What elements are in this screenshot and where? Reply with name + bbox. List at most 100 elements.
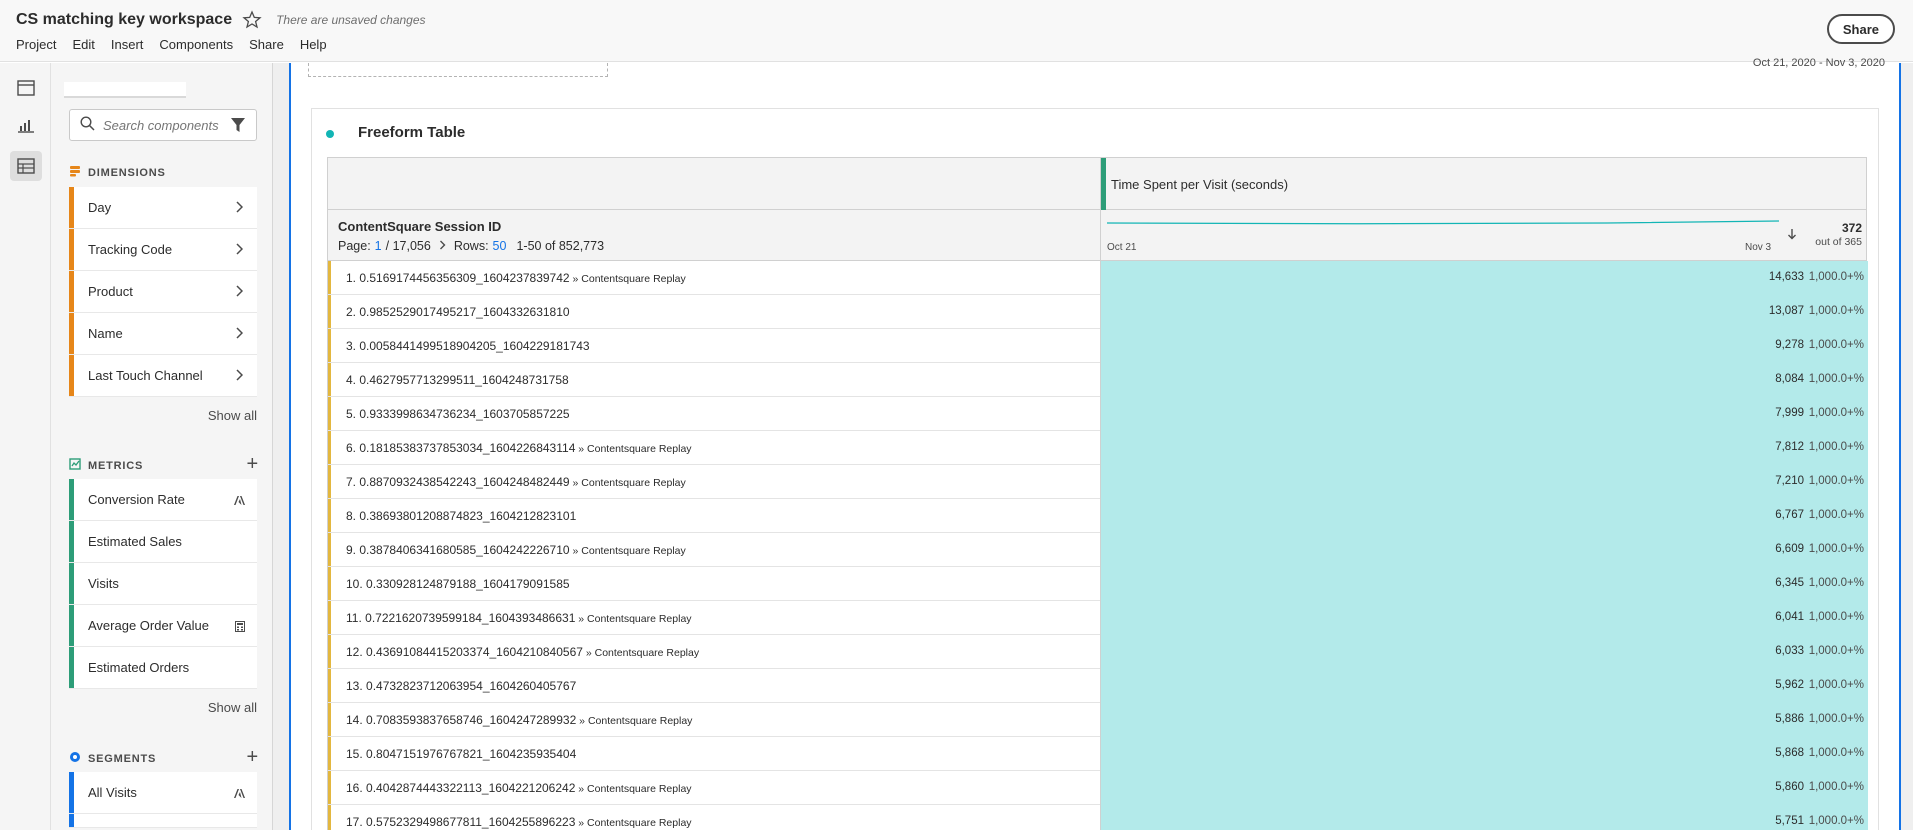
- dimension-cell[interactable]: 3. 0.0058441499518904205_1604229181743: [346, 339, 590, 353]
- sort-descending-icon[interactable]: [1787, 228, 1797, 243]
- dimension-cell[interactable]: 10. 0.330928124879188_1604179091585: [346, 577, 570, 591]
- table-row[interactable]: 1. 0.5169174456356309_1604237839742 » Co…: [328, 261, 1868, 295]
- table-row[interactable]: 9. 0.3878406341680585_1604242226710 » Co…: [328, 533, 1868, 567]
- dimension-cell[interactable]: 2. 0.9852529017495217_1604332631810: [346, 305, 570, 319]
- segment-item[interactable]: All Visits: [69, 772, 257, 814]
- dimension-item[interactable]: Day: [69, 187, 257, 229]
- date-range[interactable]: Oct 21, 2020 - Nov 3, 2020: [1752, 57, 1885, 69]
- table-row[interactable]: 15. 0.8047151976767821_1604235935404 5,86…: [328, 737, 1868, 771]
- table-row[interactable]: 16. 0.4042874443322113_1604221206242 » C…: [328, 771, 1868, 805]
- dimension-column-title[interactable]: ContentSquare Session ID: [338, 219, 502, 234]
- dimension-item[interactable]: Tracking Code: [69, 229, 257, 271]
- add-segment-icon[interactable]: +: [246, 746, 259, 768]
- dimensions-show-all[interactable]: Show all: [207, 408, 257, 423]
- add-metric-icon[interactable]: +: [246, 453, 259, 475]
- dimension-cell[interactable]: 9. 0.3878406341680585_1604242226710 » Co…: [346, 543, 686, 557]
- menu-help[interactable]: Help: [299, 37, 327, 52]
- metric-cell[interactable]: 5,886 1,000.0+%: [1100, 703, 1868, 737]
- panels-icon[interactable]: [10, 73, 42, 103]
- chevron-right-icon[interactable]: [235, 201, 244, 216]
- dimension-item[interactable]: Last Touch Channel: [69, 355, 257, 397]
- table-row[interactable]: 2. 0.9852529017495217_1604332631810 13,08…: [328, 295, 1868, 329]
- metric-cell[interactable]: 6,345 1,000.0+%: [1100, 567, 1868, 601]
- search-input[interactable]: [103, 117, 233, 133]
- share-button[interactable]: Share: [1826, 14, 1895, 44]
- rows-per-page-select[interactable]: 50: [492, 239, 507, 253]
- metric-column-header[interactable]: Time Spent per Visit (seconds): [1100, 158, 1868, 210]
- metric-item[interactable]: Estimated Orders: [69, 647, 257, 689]
- dimension-cell[interactable]: 16. 0.4042874443322113_1604221206242 » C…: [346, 781, 692, 795]
- menu-project[interactable]: Project: [16, 37, 57, 52]
- dimension-cell[interactable]: 15. 0.8047151976767821_1604235935404: [346, 747, 576, 761]
- metric-cell[interactable]: 6,609 1,000.0+%: [1100, 533, 1868, 567]
- chevron-right-icon[interactable]: [235, 285, 244, 300]
- metric-cell[interactable]: 5,751 1,000.0+%: [1100, 805, 1868, 830]
- metric-cell[interactable]: 5,962 1,000.0+%: [1100, 669, 1868, 703]
- dimension-cell[interactable]: 13. 0.4732823712063954_1604260405767: [346, 679, 576, 693]
- table-row[interactable]: 12. 0.43691084415203374_1604210840567 » …: [328, 635, 1868, 669]
- menu-components[interactable]: Components: [159, 37, 234, 52]
- table-row[interactable]: 11. 0.7221620739599184_1604393486631 » C…: [328, 601, 1868, 635]
- table-row[interactable]: 14. 0.7083593837658746_1604247289932 » C…: [328, 703, 1868, 737]
- chevron-right-icon[interactable]: [235, 243, 244, 258]
- metric-cell[interactable]: 13,087 1,000.0+%: [1100, 295, 1868, 329]
- metric-cell[interactable]: 6,041 1,000.0+%: [1100, 601, 1868, 635]
- dimension-item[interactable]: Product: [69, 271, 257, 313]
- dimension-cell[interactable]: 11. 0.7221620739599184_1604393486631 » C…: [346, 611, 692, 625]
- metric-cell[interactable]: 7,210 1,000.0+%: [1100, 465, 1868, 499]
- project-title[interactable]: CS matching key workspace: [16, 11, 233, 28]
- segment-item[interactable]: [69, 814, 257, 828]
- metric-item[interactable]: Average Order Value: [69, 605, 257, 647]
- dimension-cell[interactable]: 6. 0.18185383737853034_1604226843114 » C…: [346, 441, 692, 455]
- metric-cell[interactable]: 9,278 1,000.0+%: [1100, 329, 1868, 363]
- metric-cell[interactable]: 7,812 1,000.0+%: [1100, 431, 1868, 465]
- components-icon[interactable]: [10, 151, 42, 181]
- freeform-table-title[interactable]: Freeform Table: [358, 124, 466, 141]
- menu-edit[interactable]: Edit: [72, 37, 95, 52]
- table-row[interactable]: 4. 0.4627957713299511_1604248731758 8,084…: [328, 363, 1868, 397]
- metric-cell[interactable]: 5,868 1,000.0+%: [1100, 737, 1868, 771]
- metric-cell[interactable]: 7,999 1,000.0+%: [1100, 397, 1868, 431]
- dimension-cell[interactable]: 4. 0.4627957713299511_1604248731758: [346, 373, 569, 387]
- filter-icon[interactable]: [230, 117, 246, 136]
- table-row[interactable]: 5. 0.9333998634736234_1603705857225 7,999…: [328, 397, 1868, 431]
- dimension-cell[interactable]: 14. 0.7083593837658746_1604247289932 » C…: [346, 713, 692, 727]
- table-row[interactable]: 3. 0.0058441499518904205_1604229181743 9,…: [328, 329, 1868, 363]
- panel-tab[interactable]: [64, 82, 186, 98]
- dimension-cell[interactable]: 8. 0.38693801208874823_1604212823101: [346, 509, 576, 523]
- metric-cell[interactable]: 14,633 1,000.0+%: [1100, 261, 1868, 295]
- table-row[interactable]: 7. 0.8870932438542243_1604248482449 » Co…: [328, 465, 1868, 499]
- panel-status-dot[interactable]: [326, 130, 334, 138]
- metric-cell[interactable]: 8,084 1,000.0+%: [1100, 363, 1868, 397]
- dimension-item[interactable]: Name: [69, 313, 257, 355]
- star-icon[interactable]: [242, 10, 262, 30]
- segment-color-bar: [69, 772, 74, 813]
- table-row[interactable]: 17. 0.5752329498677811_1604255896223 » C…: [328, 805, 1868, 830]
- dimension-cell[interactable]: 5. 0.9333998634736234_1603705857225: [346, 407, 570, 421]
- menu-share[interactable]: Share: [249, 37, 284, 52]
- menu-insert[interactable]: Insert: [110, 37, 144, 52]
- page-number-input[interactable]: 1: [374, 239, 382, 253]
- table-row[interactable]: 13. 0.4732823712063954_1604260405767 5,96…: [328, 669, 1868, 703]
- dimension-cell[interactable]: 1. 0.5169174456356309_1604237839742 » Co…: [346, 271, 686, 285]
- chevron-right-icon[interactable]: [235, 369, 244, 384]
- metric-item[interactable]: Estimated Sales: [69, 521, 257, 563]
- chevron-right-icon[interactable]: [235, 327, 244, 342]
- metric-cell[interactable]: 5,860 1,000.0+%: [1100, 771, 1868, 805]
- dimension-cell[interactable]: 12. 0.43691084415203374_1604210840567 » …: [346, 645, 699, 659]
- metric-percent: 1,000.0+%: [1808, 339, 1864, 351]
- dimension-cell[interactable]: 17. 0.5752329498677811_1604255896223 » C…: [346, 815, 692, 829]
- metric-item[interactable]: Conversion Rate: [69, 479, 257, 521]
- dimension-cell[interactable]: 7. 0.8870932438542243_1604248482449 » Co…: [346, 475, 686, 489]
- metric-cell[interactable]: 6,767 1,000.0+%: [1100, 499, 1868, 533]
- table-row[interactable]: 10. 0.330928124879188_1604179091585 6,345…: [328, 567, 1868, 601]
- visualizations-icon[interactable]: [10, 110, 42, 140]
- table-row[interactable]: 8. 0.38693801208874823_1604212823101 6,76…: [328, 499, 1868, 533]
- segment-drop-zone[interactable]: [308, 63, 608, 77]
- drag-handle-icon[interactable]: [1101, 158, 1106, 210]
- metric-cell[interactable]: 6,033 1,000.0+%: [1100, 635, 1868, 669]
- table-row[interactable]: 6. 0.18185383737853034_1604226843114 » C…: [328, 431, 1868, 465]
- metrics-show-all[interactable]: Show all: [207, 700, 257, 715]
- metric-item[interactable]: Visits: [69, 563, 257, 605]
- next-page-icon[interactable]: [439, 239, 446, 253]
